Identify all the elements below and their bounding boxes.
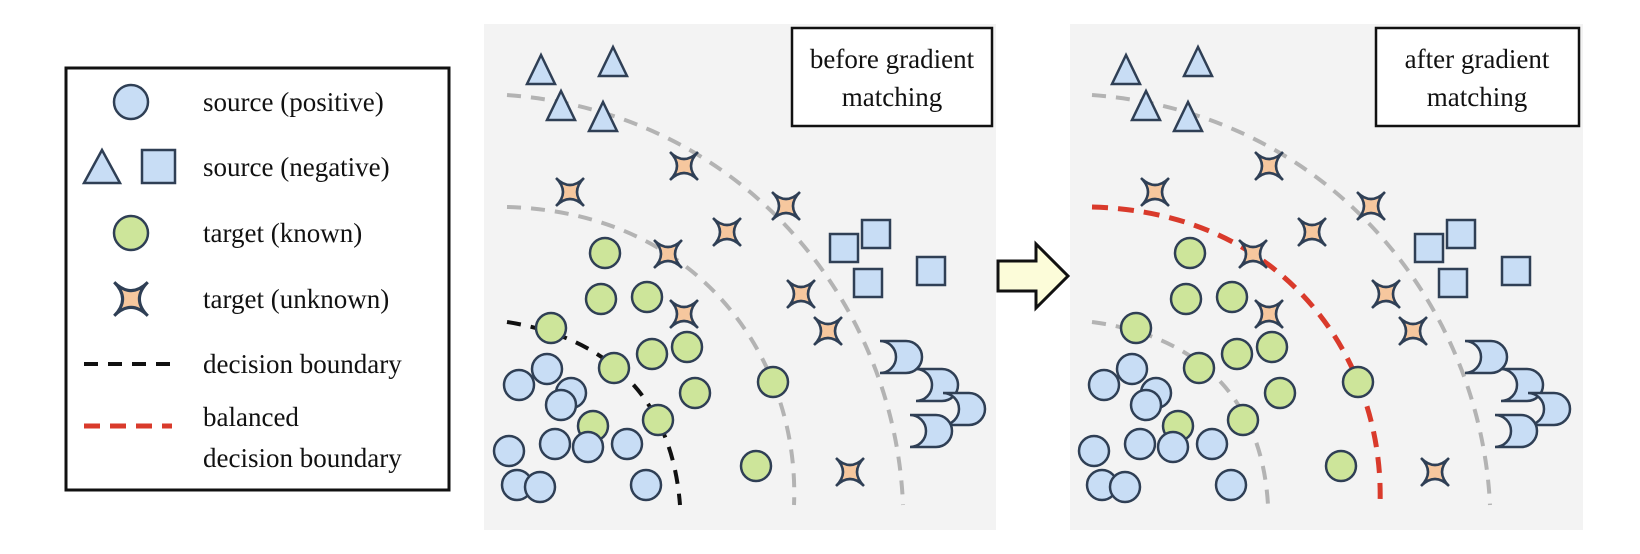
source-positive-circle: [610, 427, 644, 461]
source-positive-circle: [1214, 468, 1248, 502]
target-known-circle: [1182, 351, 1216, 385]
target-known-circle: [678, 376, 712, 410]
target-known-circle: [635, 337, 669, 371]
target-known-circle: [670, 330, 704, 364]
transition-arrow-icon: [996, 240, 1071, 312]
panel-after-label-line2: matching: [1427, 82, 1527, 112]
target-known-circle: [641, 403, 675, 437]
target-known-circle: [739, 449, 773, 483]
target-known-circle: [1324, 449, 1358, 483]
legend-source-positive-icon: [112, 83, 150, 121]
target-known-circle: [597, 351, 631, 385]
target-known-circle: [588, 236, 622, 270]
balanced-decision-boundary: [1091, 204, 1383, 506]
source-negative-square: [1445, 218, 1477, 250]
legend-square-icon: [140, 148, 177, 185]
neighborhood-ring-outer: [506, 93, 905, 506]
panel-before: before gradient matching: [484, 24, 996, 530]
source-negative-square: [1413, 232, 1445, 264]
source-negative-triangle: [1110, 52, 1142, 86]
legend-label-target-known: target (known): [203, 218, 362, 248]
legend-label-balanced-line1: balanced: [203, 402, 299, 432]
source-negative-triangle: [525, 52, 557, 86]
target-known-circle: [1341, 365, 1375, 399]
target-known-circle: [1215, 280, 1249, 314]
panel-after-label-box: [1374, 26, 1581, 128]
source-positive-circle: [538, 427, 572, 461]
source-positive-circle: [523, 470, 557, 504]
source-positive-circle: [502, 368, 536, 402]
source-positive-circle: [544, 388, 578, 422]
source-negative-triangle: [597, 44, 629, 78]
neighborhood-ring-inner: [506, 205, 797, 506]
target-known-circle: [1220, 337, 1254, 371]
source-positive-circle: [629, 468, 663, 502]
target-known-circle: [1263, 376, 1297, 410]
source-negative-square: [1500, 255, 1532, 287]
neighborhood-ring-inner: [1091, 320, 1270, 506]
legend-label-target-unknown: target (unknown): [203, 284, 389, 314]
source-positive-circle: [1087, 368, 1121, 402]
legend-label-source-positive: source (positive): [203, 87, 384, 117]
panel-after: after gradient matching: [1070, 24, 1583, 530]
panel-before-label-line1: before gradient: [810, 44, 975, 74]
source-negative-square: [828, 232, 860, 264]
legend: source (positive) source (negative) targ…: [64, 66, 451, 492]
source-negative-triangle: [545, 88, 577, 122]
source-negative-triangle: [1172, 99, 1204, 133]
panel-after-label-line1: after gradient: [1405, 44, 1550, 74]
source-positive-circle: [1156, 430, 1190, 464]
target-known-circle: [756, 365, 790, 399]
source-positive-circle: [1108, 470, 1142, 504]
legend-triangle-icon: [81, 147, 123, 185]
source-negative-square: [1437, 267, 1469, 299]
target-known-circle: [630, 280, 664, 314]
source-positive-circle: [571, 430, 605, 464]
target-known-circle: [1169, 282, 1203, 316]
source-positive-circle: [1129, 388, 1163, 422]
target-known-circle: [1119, 311, 1153, 345]
target-known-circle: [1173, 236, 1207, 270]
target-known-circle: [584, 282, 618, 316]
legend-label-balanced-line2: decision boundary: [203, 443, 402, 473]
target-known-circle: [534, 311, 568, 345]
legend-label-source-negative: source (negative): [203, 152, 390, 182]
source-positive-circle: [1123, 427, 1157, 461]
panel-before-label-box: [790, 26, 994, 128]
source-negative-triangle: [1182, 44, 1214, 78]
legend-frame: [64, 66, 451, 492]
target-known-circle: [1255, 330, 1289, 364]
legend-target-known-icon: [112, 214, 150, 252]
source-negative-square: [860, 218, 892, 250]
source-positive-circle: [1195, 427, 1229, 461]
source-positive-circle: [492, 434, 526, 468]
source-negative-square: [915, 255, 947, 287]
source-negative-triangle: [587, 99, 619, 133]
source-positive-circle: [530, 352, 564, 386]
source-positive-circle: [1115, 352, 1149, 386]
target-known-circle: [1226, 403, 1260, 437]
source-negative-square: [852, 267, 884, 299]
legend-label-decision-boundary: decision boundary: [203, 349, 402, 379]
source-positive-circle: [1077, 434, 1111, 468]
source-negative-triangle: [1130, 88, 1162, 122]
panel-before-label-line2: matching: [842, 82, 942, 112]
